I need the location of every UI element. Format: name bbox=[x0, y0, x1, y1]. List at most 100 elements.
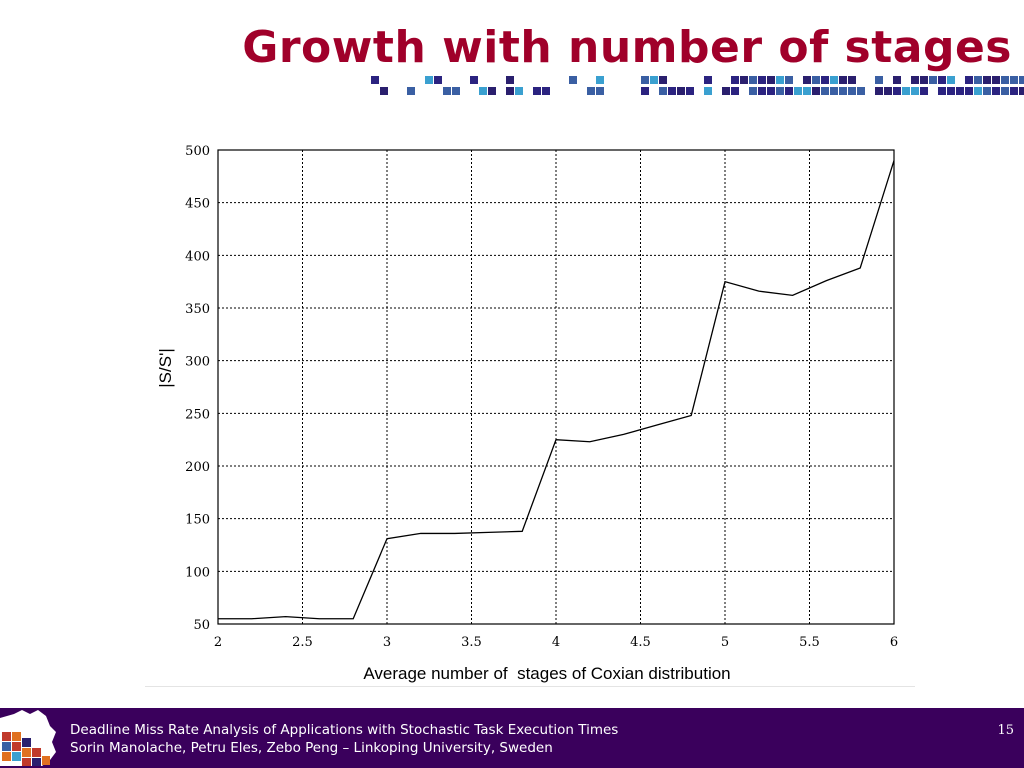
decorative-square bbox=[659, 87, 667, 95]
y-tick-label: 50 bbox=[193, 618, 210, 633]
decorative-square bbox=[1010, 76, 1018, 84]
university-logo-icon bbox=[0, 710, 56, 766]
decorative-square bbox=[875, 87, 883, 95]
decorative-square bbox=[749, 87, 757, 95]
decorative-square bbox=[506, 76, 514, 84]
decorative-square bbox=[479, 87, 487, 95]
decorative-square bbox=[767, 76, 775, 84]
decorative-square bbox=[785, 87, 793, 95]
decorative-square bbox=[506, 87, 514, 95]
footer-line-1: Deadline Miss Rate Analysis of Applicati… bbox=[70, 722, 619, 738]
decorative-square bbox=[848, 87, 856, 95]
decorative-square bbox=[740, 76, 748, 84]
decorative-square bbox=[668, 87, 676, 95]
decorative-square bbox=[839, 76, 847, 84]
decorative-square bbox=[920, 76, 928, 84]
decorative-square bbox=[659, 76, 667, 84]
decorative-square bbox=[470, 76, 478, 84]
decorative-square bbox=[983, 87, 991, 95]
decorative-square bbox=[452, 87, 460, 95]
y-tick-label: 450 bbox=[185, 197, 210, 212]
decorative-square bbox=[893, 76, 901, 84]
decorative-square bbox=[587, 87, 595, 95]
decorative-square-strip bbox=[371, 76, 1024, 95]
decorative-square bbox=[758, 76, 766, 84]
series-line bbox=[218, 160, 895, 620]
decorative-square bbox=[857, 87, 865, 95]
decorative-square bbox=[731, 87, 739, 95]
decorative-square bbox=[902, 87, 910, 95]
decorative-square bbox=[983, 76, 991, 84]
decorative-square bbox=[956, 87, 964, 95]
y-tick-label: 350 bbox=[185, 302, 210, 317]
decorative-square bbox=[848, 76, 856, 84]
decorative-square bbox=[704, 87, 712, 95]
decorative-square bbox=[749, 76, 757, 84]
decorative-square bbox=[812, 87, 820, 95]
decorative-square bbox=[641, 87, 649, 95]
x-tick-label: 2 bbox=[214, 635, 222, 650]
footer-text: Deadline Miss Rate Analysis of Applicati… bbox=[70, 721, 618, 757]
decorative-square bbox=[803, 76, 811, 84]
decorative-square bbox=[569, 76, 577, 84]
decorative-square bbox=[677, 87, 685, 95]
decorative-square bbox=[380, 87, 388, 95]
decorative-square bbox=[1010, 87, 1018, 95]
decorative-square bbox=[938, 76, 946, 84]
decorative-square bbox=[767, 87, 775, 95]
grid-lines bbox=[218, 150, 894, 624]
x-axis-label: Average number of stages of Coxian distr… bbox=[363, 664, 730, 683]
decorative-square bbox=[650, 76, 658, 84]
decorative-square bbox=[839, 87, 847, 95]
decorative-square bbox=[992, 87, 1000, 95]
decorative-square bbox=[974, 76, 982, 84]
decorative-square bbox=[488, 87, 496, 95]
tick-labels: 2 2.5 3 3.5 4 4.5 5 5.5 6 50 100 150 200 250 300 350 400… bbox=[185, 144, 898, 650]
x-tick-label: 5.5 bbox=[799, 635, 820, 650]
decorative-square bbox=[875, 76, 883, 84]
decorative-square bbox=[434, 76, 442, 84]
decorative-square bbox=[776, 87, 784, 95]
decorative-square bbox=[686, 87, 694, 95]
decorative-square bbox=[596, 76, 604, 84]
footer-line-2: Sorin Manolache, Petru Eles, Zebo Peng –… bbox=[70, 740, 553, 756]
decorative-square bbox=[641, 76, 649, 84]
decorative-square bbox=[371, 76, 379, 84]
x-tick-label: 4 bbox=[552, 635, 560, 650]
decorative-square bbox=[965, 87, 973, 95]
x-tick-label: 3.5 bbox=[461, 635, 482, 650]
plot-frame bbox=[217, 149, 895, 625]
y-tick-label: 300 bbox=[185, 355, 210, 370]
decorative-square bbox=[947, 76, 955, 84]
y-tick-label: 200 bbox=[185, 460, 210, 475]
decorative-square bbox=[803, 87, 811, 95]
decorative-square bbox=[596, 87, 604, 95]
decorative-square bbox=[407, 87, 415, 95]
decorative-square bbox=[515, 87, 523, 95]
y-axis-label: |S/S'| bbox=[156, 348, 175, 387]
decorative-square bbox=[731, 76, 739, 84]
decorative-square bbox=[443, 87, 451, 95]
x-tick-label: 6 bbox=[890, 635, 898, 650]
y-tick-label: 400 bbox=[185, 249, 210, 264]
y-tick-label: 150 bbox=[185, 513, 210, 528]
decorative-square bbox=[920, 87, 928, 95]
series-layer bbox=[218, 160, 895, 620]
y-tick-label: 500 bbox=[185, 144, 210, 159]
decorative-square bbox=[1019, 76, 1024, 84]
decorative-square bbox=[893, 87, 901, 95]
decorative-square bbox=[929, 76, 937, 84]
decorative-square bbox=[785, 76, 793, 84]
decorative-square bbox=[821, 76, 829, 84]
decorative-square bbox=[821, 87, 829, 95]
decorative-square bbox=[542, 87, 550, 95]
decorative-square bbox=[533, 87, 541, 95]
slide-title: Growth with number of stages bbox=[242, 22, 1012, 73]
decorative-square bbox=[884, 87, 892, 95]
x-tick-label: 4.5 bbox=[630, 635, 651, 650]
decorative-square bbox=[722, 87, 730, 95]
decorative-square bbox=[1019, 87, 1024, 95]
decorative-square bbox=[1001, 87, 1009, 95]
decorative-square bbox=[776, 76, 784, 84]
decorative-square bbox=[965, 76, 973, 84]
